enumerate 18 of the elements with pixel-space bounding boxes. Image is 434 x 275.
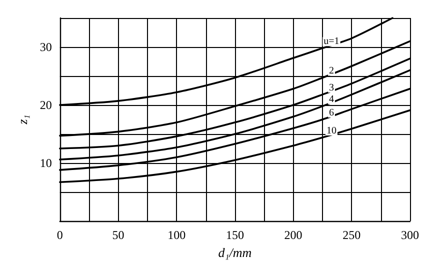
y-tick-label: 20	[40, 98, 52, 112]
x-tick-label: 250	[342, 228, 361, 242]
x-tick-label: 150	[226, 228, 244, 242]
x-tick-label: 100	[168, 228, 186, 242]
series-label: 2	[328, 66, 334, 77]
x-tick-label: 0	[56, 228, 63, 242]
x-tick-label: 50	[112, 228, 124, 242]
series-label: 10	[326, 125, 336, 136]
x-tick-label: 300	[401, 228, 419, 242]
series-label: 3	[328, 82, 334, 94]
x-tick-label: 200	[284, 228, 302, 242]
y-tick-label: 30	[40, 40, 52, 54]
y-axis-title: z₁	[15, 114, 30, 126]
y-tick-label: 10	[40, 156, 52, 170]
x-axis-title: d₁/mm	[218, 244, 252, 260]
series-label: 6	[328, 108, 334, 118]
series-label: u=1	[324, 36, 340, 48]
series-label: 4	[328, 94, 334, 106]
